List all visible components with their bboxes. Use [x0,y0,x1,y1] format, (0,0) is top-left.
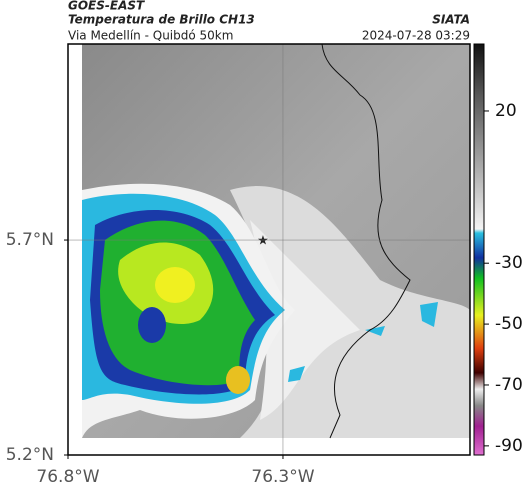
caption: Via Medellín - Quibdó 50km [68,29,233,43]
source: SIATA [432,13,470,27]
title: GOES-EAST [68,0,145,13]
subtitle: Temperatura de Brillo CH13 [68,13,255,27]
map-image [68,43,470,455]
x-tick-label: 76.3°W [251,467,314,487]
colorbar-tick-label: -30 [495,253,523,273]
colorbar-tick-label: -70 [495,375,523,395]
colorbar-tick-label: -90 [495,436,523,456]
colorbar-tick-label: 20 [495,101,517,121]
colorbar [473,43,485,456]
location-marker: ★ [257,234,269,249]
colorbar-tick-label: -50 [495,314,523,334]
x-tick-label: 76.8°W [36,467,99,487]
map-frame [67,43,471,456]
timestamp: 2024-07-28 03:29 [362,29,470,43]
y-tick-label: 5.2°N [6,445,54,465]
y-tick-label: 5.7°N [6,230,54,250]
